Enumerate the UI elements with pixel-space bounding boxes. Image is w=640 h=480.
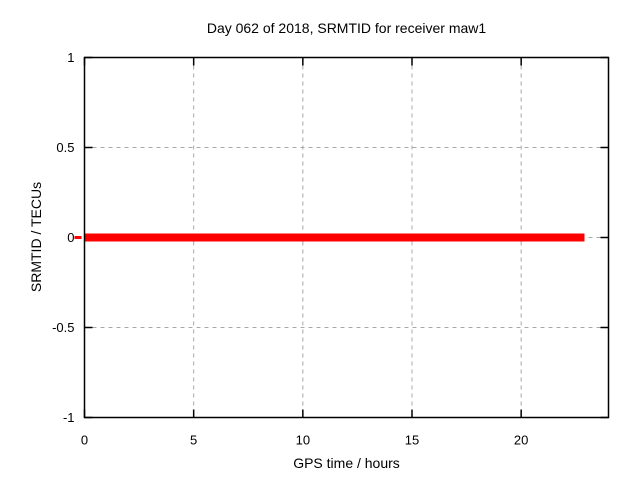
- y-tick-label: 1: [67, 50, 74, 65]
- y-tick-label: -1: [63, 410, 75, 425]
- x-tick-label: 10: [296, 433, 310, 448]
- x-tick-label: 0: [81, 433, 88, 448]
- x-axis-label: GPS time / hours: [293, 455, 400, 471]
- x-tick-label: 5: [190, 433, 197, 448]
- x-tick-label: 20: [514, 433, 528, 448]
- y-tick-label: -0.5: [52, 320, 74, 335]
- y-tick-label: 0: [67, 230, 74, 245]
- x-tick-label: 15: [405, 433, 419, 448]
- chart-title: Day 062 of 2018, SRMTID for receiver maw…: [206, 20, 487, 36]
- plot-border: [83, 56, 610, 419]
- series-zero-cap-dash: [74, 236, 82, 239]
- y-tick-label: 0.5: [56, 140, 74, 155]
